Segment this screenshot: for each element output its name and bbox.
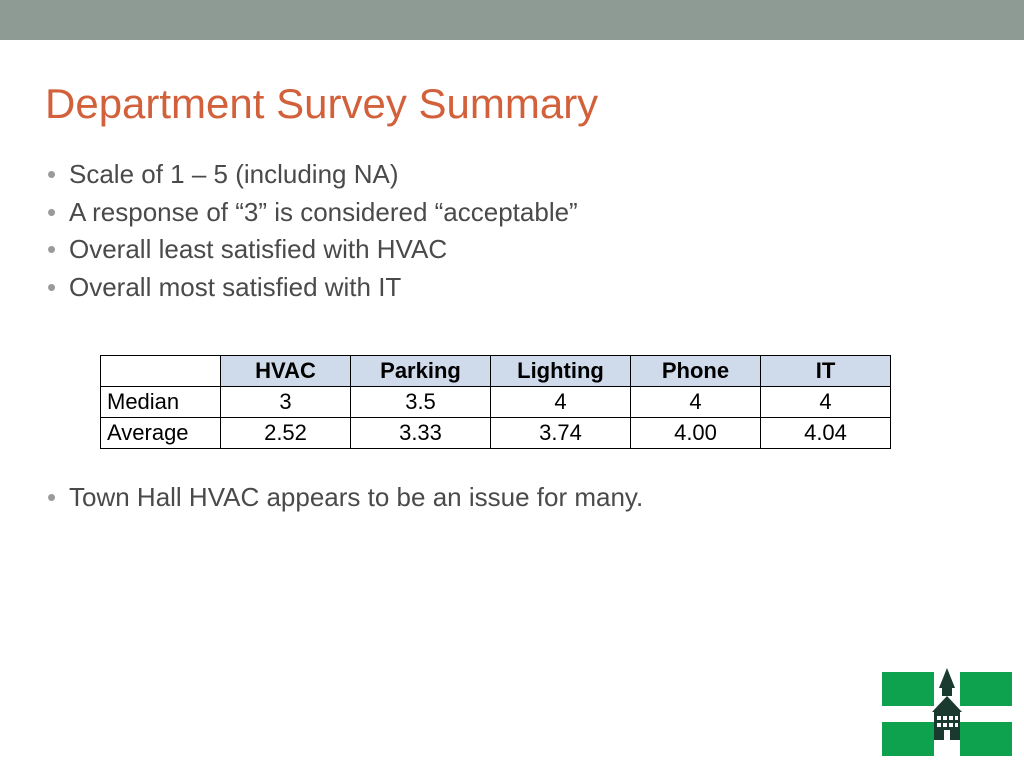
bullet-item: Scale of 1 – 5 (including NA) [47,156,979,194]
cell: 4.00 [631,417,761,448]
cell: 3.74 [491,417,631,448]
bullet-item: Overall least satisfied with HVAC [47,231,979,269]
table-header-row: HVAC Parking Lighting Phone IT [101,355,891,386]
cell: 4 [761,386,891,417]
th-it: IT [761,355,891,386]
town-logo [882,666,1012,756]
th-lighting: Lighting [491,355,631,386]
th-blank [101,355,221,386]
row-label: Average [101,417,221,448]
bullet-item: A response of “3” is considered “accepta… [47,194,979,232]
bullet-item: Town Hall HVAC appears to be an issue fo… [47,479,979,517]
cell: 3.5 [351,386,491,417]
cell: 4.04 [761,417,891,448]
survey-table-wrap: HVAC Parking Lighting Phone IT Median 3 … [100,355,979,449]
cell: 2.52 [221,417,351,448]
cell: 3.33 [351,417,491,448]
cell: 3 [221,386,351,417]
survey-table: HVAC Parking Lighting Phone IT Median 3 … [100,355,891,449]
cell: 4 [491,386,631,417]
bullet-item: Overall most satisfied with IT [47,269,979,307]
th-parking: Parking [351,355,491,386]
th-hvac: HVAC [221,355,351,386]
table-row: Average 2.52 3.33 3.74 4.00 4.04 [101,417,891,448]
page-title: Department Survey Summary [45,80,979,128]
th-phone: Phone [631,355,761,386]
table-row: Median 3 3.5 4 4 4 [101,386,891,417]
header-bar [0,0,1024,40]
row-label: Median [101,386,221,417]
bullets-bottom: Town Hall HVAC appears to be an issue fo… [47,479,979,517]
cell: 4 [631,386,761,417]
slide-body: Department Survey Summary Scale of 1 – 5… [0,40,1024,768]
bullets-top: Scale of 1 – 5 (including NA) A response… [47,156,979,307]
logo-center-icon [922,666,972,756]
